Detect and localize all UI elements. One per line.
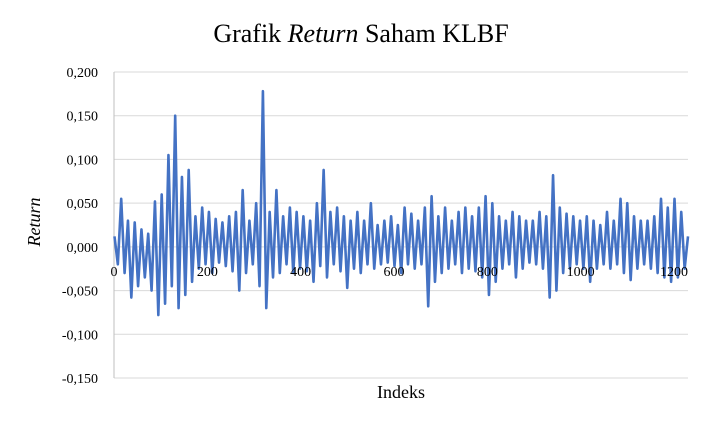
- chart-title-italic: Return: [287, 19, 359, 48]
- x-tick-label: 800: [477, 265, 498, 280]
- y-tick-label: -0,150: [62, 372, 98, 387]
- y-tick-label: 0,150: [67, 110, 99, 125]
- y-tick-label: 0,100: [67, 153, 99, 168]
- y-tick-label: -0,100: [62, 328, 98, 343]
- x-tick-labels: 0 200 400 600 800 1000 1200: [111, 265, 689, 280]
- x-axis-label: Indeks: [377, 382, 425, 402]
- x-tick-label: 1000: [567, 265, 595, 280]
- x-tick-label: 200: [197, 265, 218, 280]
- x-tick-label: 1200: [660, 265, 688, 280]
- y-tick-labels: -0,150 -0,100 -0,050 0,000 0,050 0,100 0,150 0,…: [62, 66, 98, 387]
- y-axis-label: Return: [24, 198, 44, 248]
- y-tick-label: -0,050: [62, 285, 98, 300]
- series-line: [113, 89, 690, 317]
- y-tick-label: 0,000: [67, 241, 99, 256]
- chart-title-prefix: Grafik: [213, 19, 287, 48]
- x-tick-label: 0: [111, 265, 118, 280]
- x-tick-label: 400: [290, 265, 311, 280]
- chart-title: Grafik Return Saham KLBF: [213, 19, 508, 48]
- x-tick-label: 600: [384, 265, 405, 280]
- y-tick-label: 0,200: [67, 66, 99, 81]
- chart-title-suffix: Saham KLBF: [358, 19, 508, 48]
- series-layer: [113, 89, 690, 317]
- y-tick-label: 0,050: [67, 197, 99, 212]
